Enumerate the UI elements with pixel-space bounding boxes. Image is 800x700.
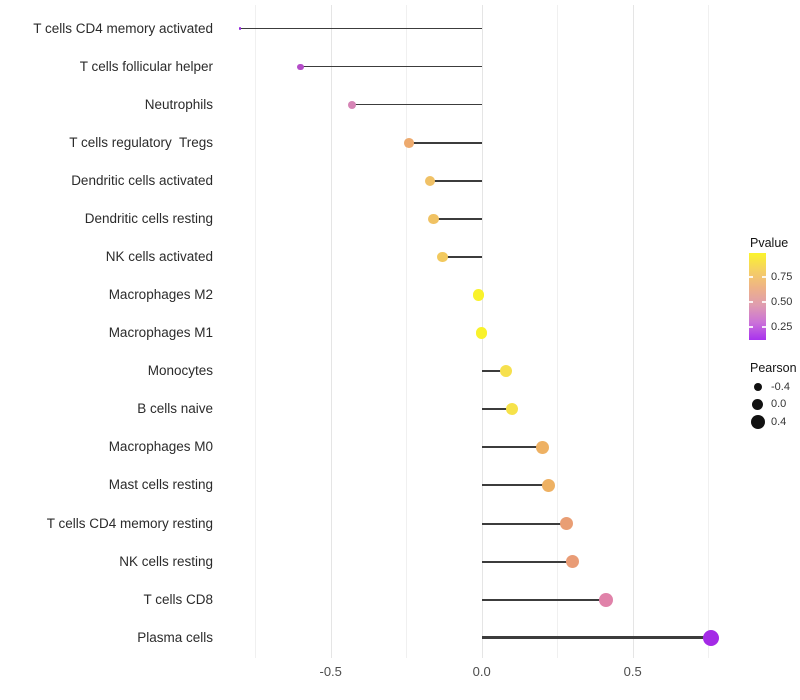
pvalue-colorbar-tick <box>749 301 753 303</box>
pvalue-tick-label: 0.75 <box>771 271 793 283</box>
pvalue-tick-label: 0.50 <box>771 296 793 308</box>
y-axis-label: Macrophages M2 <box>108 287 213 303</box>
stem <box>481 560 573 563</box>
y-axis-label: Dendritic cells activated <box>71 172 213 188</box>
y-axis-label: T cells CD8 <box>143 591 213 607</box>
stem <box>351 104 482 106</box>
stem <box>409 142 482 144</box>
pvalue-colorbar-tick <box>749 326 753 328</box>
stem <box>481 408 512 411</box>
data-point <box>425 175 436 187</box>
stem <box>300 66 482 68</box>
y-axis-label: Monocytes <box>147 363 213 379</box>
stem <box>481 484 549 487</box>
y-axis-label: Plasma cells <box>137 629 213 645</box>
pearson-size-dot <box>750 414 765 429</box>
stem <box>433 218 482 220</box>
data-point <box>541 478 555 492</box>
y-axis-label: T cells regulatory Tregs <box>69 134 213 150</box>
pearson-size-dot <box>753 382 762 392</box>
x-tick-label: 0.5 <box>623 664 642 679</box>
gridline-x-0.50 <box>632 5 634 658</box>
data-point <box>428 213 439 225</box>
data-point <box>238 27 242 31</box>
gridline-x--0.50 <box>330 5 332 658</box>
data-point <box>703 629 720 646</box>
stem <box>481 598 606 601</box>
data-point <box>437 251 448 263</box>
stem <box>481 636 712 639</box>
pvalue-colorbar-tick <box>749 276 753 278</box>
data-point <box>499 365 512 378</box>
pearson-size-label: 0.4 <box>771 415 787 428</box>
pvalue-colorbar-tick <box>762 301 766 303</box>
data-point <box>535 440 549 454</box>
gridline-x--0.75 <box>255 5 257 658</box>
pearson-size-label: 0.0 <box>771 398 787 411</box>
y-axis-label: Macrophages M1 <box>108 325 213 341</box>
pvalue-legend-title: Pvalue <box>750 236 789 250</box>
data-point <box>505 403 518 416</box>
y-axis-label: T cells CD4 memory activated <box>33 20 213 36</box>
data-point <box>404 138 415 148</box>
gridline-x-0.25 <box>557 5 559 658</box>
stem <box>481 522 567 525</box>
y-axis-label: T cells CD4 memory resting <box>46 515 213 531</box>
stem <box>430 180 482 182</box>
pearson-legend-title: Pearson <box>750 361 797 375</box>
data-point <box>297 63 304 70</box>
x-tick-label: 0.0 <box>472 664 491 679</box>
gridline-x--0.25 <box>406 5 408 658</box>
pvalue-colorbar-tick <box>762 276 766 278</box>
stem <box>442 256 482 258</box>
stem <box>481 446 543 449</box>
data-point <box>598 592 613 607</box>
y-axis-label: T cells follicular helper <box>79 58 213 74</box>
data-point <box>475 327 488 339</box>
data-point <box>565 554 580 569</box>
pvalue-gradient-bar <box>749 253 766 340</box>
stem <box>240 28 482 30</box>
pearson-size-dot <box>751 398 764 411</box>
data-point <box>559 516 573 531</box>
pearson-size-label: -0.4 <box>771 381 790 393</box>
y-axis-label: B cells naive <box>137 401 213 417</box>
y-axis-label: Neutrophils <box>144 96 213 112</box>
gridline-x-0.75 <box>708 5 710 658</box>
y-axis-label: NK cells resting <box>119 553 213 569</box>
data-point <box>472 289 485 301</box>
pvalue-colorbar-tick <box>762 326 766 328</box>
pvalue-tick-label: 0.25 <box>771 321 793 333</box>
y-axis-label: NK cells activated <box>105 249 213 265</box>
x-tick-label: -0.5 <box>319 664 342 679</box>
stem <box>481 370 506 373</box>
y-axis-label: Macrophages M0 <box>108 439 213 455</box>
data-point <box>347 100 356 109</box>
y-axis-label: Mast cells resting <box>108 477 213 493</box>
y-axis-label: Dendritic cells resting <box>84 211 213 226</box>
